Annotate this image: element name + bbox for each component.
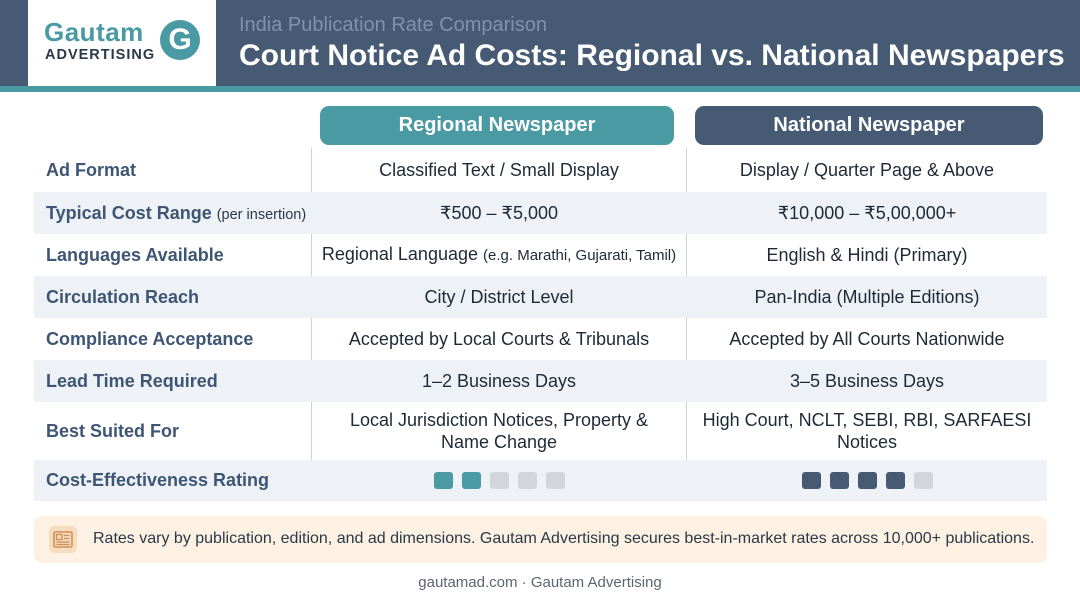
regional-value: Accepted by Local Courts & Tribunals: [348, 329, 650, 349]
table-row-compliance: Compliance Acceptance Accepted by Local …: [34, 318, 1047, 360]
rating-square-empty: [489, 472, 509, 489]
brand-logo[interactable]: Gautam ADVERTISING G: [28, 0, 216, 86]
rating-square-filled: [461, 472, 481, 489]
rating-square-empty: [913, 472, 933, 489]
row-label-note: (per insertion): [216, 206, 307, 223]
regional-value: Regional Language (e.g. Marathi, Gujarat…: [321, 244, 677, 264]
rating-square-filled: [857, 472, 877, 489]
national-rating: [687, 472, 1047, 489]
national-value: Accepted by All Courts Nationwide: [729, 329, 1005, 349]
brand-subtitle: ADVERTISING: [45, 47, 156, 63]
national-value: 3–5 Business Days: [789, 371, 945, 391]
rating-square-filled: [829, 472, 849, 489]
header-accent-stripe: [0, 86, 1080, 92]
comparison-table: Ad Format Classified Text / Small Displa…: [34, 148, 1047, 501]
rating-square-filled: [801, 472, 821, 489]
regional-value: ₹500 – ₹5,000: [440, 203, 558, 223]
table-row-ad-format: Ad Format Classified Text / Small Displa…: [34, 148, 1047, 192]
table-row-cost-effectiveness: Cost-Effectiveness Rating: [34, 460, 1047, 501]
rating-square-empty: [517, 472, 537, 489]
national-value: Display / Quarter Page & Above: [739, 160, 995, 180]
national-value: High Court, NCLT, SEBI, RBI, SARFAESI Not…: [702, 410, 1032, 452]
regional-value: Classified Text / Small Display: [379, 160, 619, 180]
regional-value: Local Jurisdiction Notices, Property & Na…: [349, 410, 649, 452]
page-eyebrow: India Publication Rate Comparison: [239, 14, 547, 36]
rates-note-text: Rates vary by publication, edition, and …: [93, 530, 1035, 547]
brand-g-icon: G: [160, 20, 200, 60]
row-label: Cost-Effectiveness Rating: [46, 470, 270, 490]
regional-value: 1–2 Business Days: [421, 371, 577, 391]
brand-name: Gautam: [44, 17, 144, 47]
rating-square-filled: [885, 472, 905, 489]
column-header-national: National Newspaper: [695, 106, 1043, 145]
table-row-lead-time: Lead Time Required 1–2 Business Days 3–5…: [34, 360, 1047, 402]
table-row-languages: Languages Available Regional Language (e…: [34, 234, 1047, 276]
regional-value: City / District Level: [424, 287, 574, 307]
row-label: Circulation Reach: [46, 286, 200, 307]
row-label: Compliance Acceptance: [46, 328, 254, 349]
row-label: Best Suited For: [46, 420, 180, 441]
row-label: Typical Cost Range (per insertion): [46, 202, 307, 223]
column-divider: [311, 148, 312, 501]
column-divider: [686, 148, 687, 501]
regional-value-note: (e.g. Marathi, Gujarati, Tamil): [483, 247, 677, 264]
regional-rating: [311, 472, 687, 489]
page-title: Court Notice Ad Costs: Regional vs. Nati…: [239, 39, 1065, 72]
newspaper-icon: [49, 526, 77, 553]
table-row-circulation: Circulation Reach City / District Level …: [34, 276, 1047, 318]
row-label: Ad Format: [46, 159, 136, 180]
national-value: Pan-India (Multiple Editions): [754, 287, 980, 307]
table-row-cost-range: Typical Cost Range (per insertion) ₹500 …: [34, 192, 1047, 234]
table-row-best-suited: Best Suited For Local Jurisdiction Notic…: [34, 402, 1047, 460]
rating-square-empty: [545, 472, 565, 489]
row-label: Languages Available: [46, 244, 224, 265]
footer-credit[interactable]: gautamad.com · Gautam Advertising: [418, 574, 662, 591]
rates-note: Rates vary by publication, edition, and …: [34, 516, 1047, 563]
column-header-regional: Regional Newspaper: [320, 106, 674, 145]
national-value: ₹10,000 – ₹5,00,000+: [777, 203, 957, 223]
rating-square-filled: [433, 472, 453, 489]
national-value: English & Hindi (Primary): [766, 245, 968, 265]
row-label: Lead Time Required: [46, 370, 218, 391]
